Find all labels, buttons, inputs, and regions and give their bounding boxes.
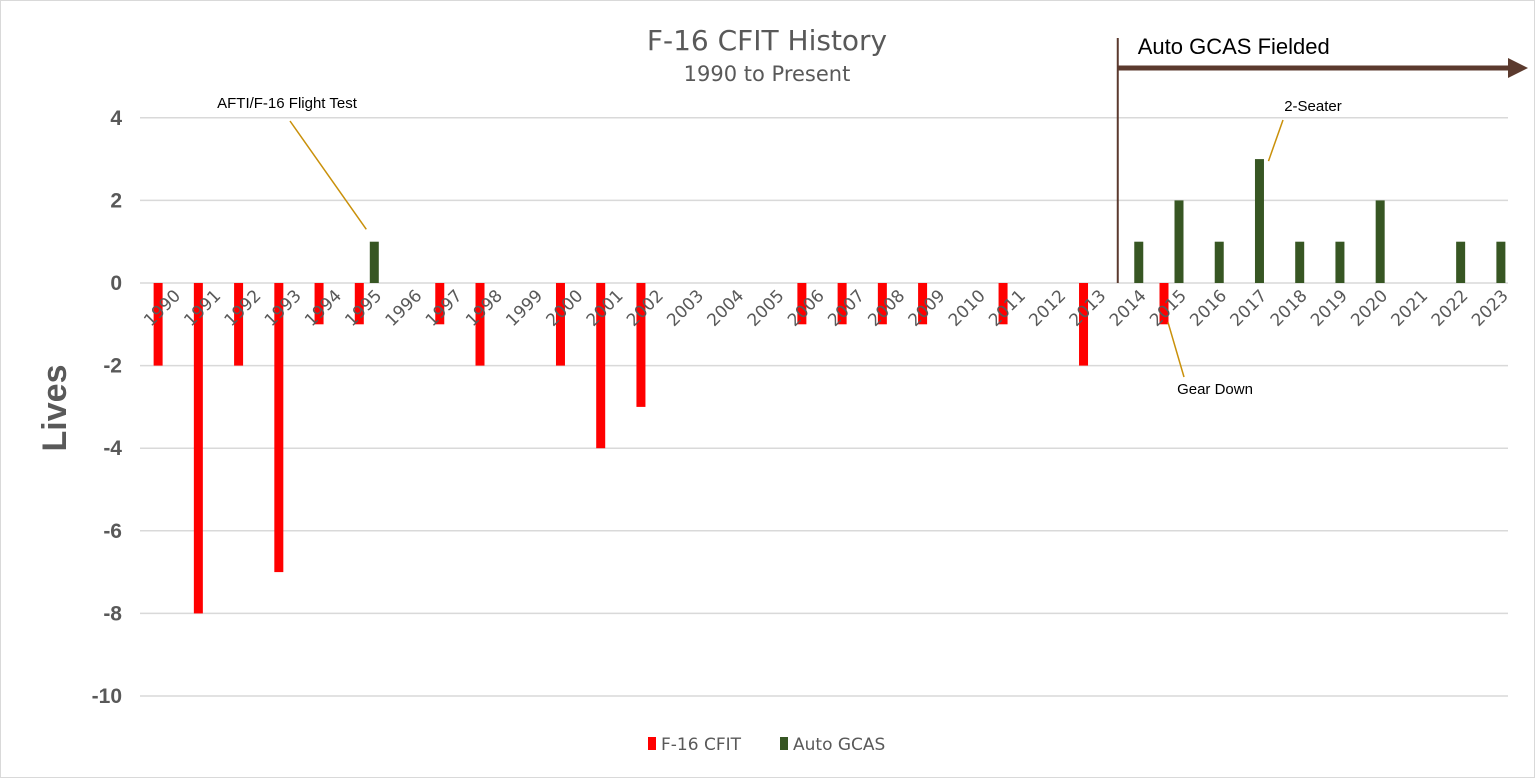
annotation-2-seater: 2-Seater [1284, 98, 1342, 115]
bar-f-16-cfit-2006 [797, 283, 807, 325]
bar-auto-gcas-1995 [369, 241, 379, 283]
bar-f-16-cfit-2013 [1079, 283, 1089, 366]
chart-subtitle: 1990 to Present [684, 62, 851, 86]
bar-auto-gcas-2023 [1496, 241, 1506, 283]
bar-auto-gcas-2014 [1134, 241, 1144, 283]
y-tick-label: 4 [110, 107, 122, 130]
bar-f-16-cfit-1993 [274, 283, 284, 573]
bars-layer [153, 159, 1506, 614]
bar-f-16-cfit-1997 [435, 283, 445, 325]
legend: F-16 CFIT Auto GCAS [648, 735, 885, 755]
legend-swatch-f16-cfit [648, 737, 656, 750]
leader-line-2-seater [1267, 119, 1284, 162]
leader-line-gear-down [1167, 322, 1185, 378]
bar-f-16-cfit-1998 [475, 283, 485, 366]
bar-f-16-cfit-2001 [596, 283, 606, 449]
bar-f-16-cfit-1995 [354, 283, 364, 325]
bar-f-16-cfit-1991 [193, 283, 203, 614]
bar-auto-gcas-2015 [1174, 200, 1184, 283]
y-axis-label: Lives [36, 365, 74, 452]
bar-auto-gcas-2019 [1335, 241, 1345, 283]
y-tick-label: -10 [92, 685, 122, 708]
y-tick-label: -4 [103, 437, 122, 460]
bar-auto-gcas-2017 [1254, 159, 1264, 283]
y-tick-label: -2 [103, 355, 122, 378]
annotation-gear-down: Gear Down [1177, 381, 1253, 398]
bar-f-16-cfit-2008 [877, 283, 887, 325]
bar-auto-gcas-2018 [1295, 241, 1305, 283]
fielded-arrow-head [1508, 58, 1528, 78]
auto-gcas-fielded-label: Auto GCAS Fielded [1138, 34, 1330, 59]
bar-f-16-cfit-2007 [837, 283, 847, 325]
bar-f-16-cfit-1992 [234, 283, 244, 366]
bar-f-16-cfit-1994 [314, 283, 324, 325]
legend-swatch-auto-gcas [780, 737, 788, 750]
y-tick-label: -8 [103, 602, 122, 625]
y-tick-label: -6 [103, 520, 122, 543]
bar-auto-gcas-2016 [1214, 241, 1224, 283]
bar-f-16-cfit-2009 [918, 283, 928, 325]
bar-f-16-cfit-2015 [1159, 283, 1169, 325]
bar-f-16-cfit-2000 [555, 283, 565, 366]
chart-title: F-16 CFIT History [647, 24, 887, 57]
bar-auto-gcas-2020 [1375, 200, 1385, 283]
annotation-layer: AFTI/F-16 Flight Test 2-Seater Gear Down Au… [217, 34, 1528, 398]
leader-line-afti [289, 120, 367, 230]
y-tick-label: 0 [110, 272, 122, 295]
legend-label-f16-cfit: F-16 CFIT [661, 735, 742, 755]
bar-f-16-cfit-1990 [153, 283, 163, 366]
y-tick-label: 2 [110, 189, 122, 212]
bar-auto-gcas-2022 [1456, 241, 1466, 283]
annotation-afti-flight-test: AFTI/F-16 Flight Test [217, 95, 358, 112]
legend-label-auto-gcas: Auto GCAS [793, 735, 885, 755]
bar-f-16-cfit-2002 [636, 283, 646, 407]
grid-layer: 4 2 0 -2 -4 -6 -8 -10 [92, 107, 1508, 708]
bar-f-16-cfit-2011 [998, 283, 1008, 325]
